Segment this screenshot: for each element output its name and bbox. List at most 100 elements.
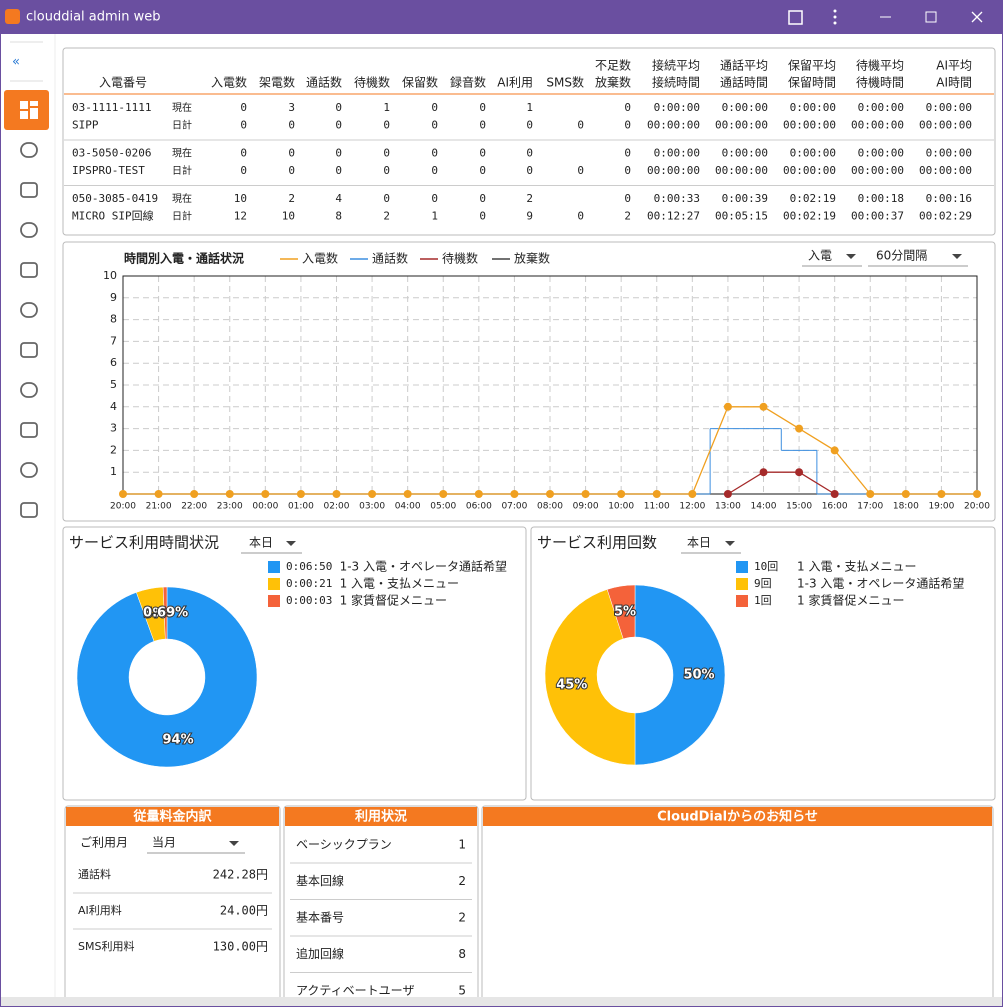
table-cell: 0:00:16 <box>926 192 972 205</box>
point-marker <box>546 490 554 498</box>
menu-dot[interactable] <box>833 9 837 13</box>
collapse-button[interactable]: « <box>12 55 20 70</box>
nav-icon[interactable] <box>20 462 38 478</box>
slice-label: 5% <box>614 604 636 619</box>
chart-title: サービス利用回数 <box>537 534 657 552</box>
maximize-button[interactable] <box>925 11 937 23</box>
nav-dashboard-icon <box>20 111 28 119</box>
nav-icon[interactable] <box>20 262 38 278</box>
nav-icon[interactable] <box>20 422 38 438</box>
nav-icon[interactable] <box>20 342 38 358</box>
point-marker <box>688 490 697 498</box>
table-cell: 0:00:33 <box>654 192 700 205</box>
table-cell: 0 <box>577 210 584 223</box>
table-cell: 00:00:00 <box>647 164 700 177</box>
table-cell: 0 <box>240 101 247 114</box>
table-cell: 0 <box>431 119 438 132</box>
legend-value: 0:00:21 <box>286 577 332 590</box>
legend-value: 10回 <box>754 560 778 573</box>
column-header: 不足数 <box>595 58 631 73</box>
x-tick-label: 20:00 <box>110 502 136 512</box>
dropdown-arrow <box>725 541 735 546</box>
month-dropdown[interactable]: 当月 <box>152 836 176 850</box>
point-marker <box>368 490 377 498</box>
nav-icon[interactable] <box>20 142 38 158</box>
column-header: AI利用 <box>497 76 533 90</box>
nav-icon[interactable] <box>20 182 38 198</box>
nav-dashboard-icon <box>30 101 38 106</box>
table-cell: 0:00:00 <box>926 101 972 114</box>
point-marker <box>617 490 626 498</box>
period-dropdown[interactable]: 本日 <box>249 536 273 550</box>
table-cell: 10 <box>282 210 295 223</box>
point-marker <box>581 490 590 498</box>
table-cell: 0 <box>335 147 342 160</box>
window-title: clouddial admin web <box>26 10 161 25</box>
pie-slice <box>634 584 726 766</box>
legend-value: 0:06:50 <box>286 560 332 573</box>
nav-icon[interactable] <box>20 502 38 518</box>
table-cell: 0 <box>577 164 584 177</box>
column-header: 架電数 <box>259 75 295 90</box>
panel <box>62 241 996 522</box>
table-cell: 0 <box>335 101 342 114</box>
point-marker <box>901 490 910 498</box>
table-cell: 0 <box>431 164 438 177</box>
pie-slice <box>162 586 168 640</box>
table-cell: 00:00:00 <box>783 119 836 132</box>
column-header: 待機時間 <box>856 75 904 90</box>
nav-dashboard-icon <box>20 101 28 109</box>
table-cell: 0 <box>431 192 438 205</box>
table-cell: 0:00:18 <box>858 192 904 205</box>
table-cell: 0 <box>479 101 486 114</box>
column-header: 保留数 <box>402 75 438 90</box>
nav-icon[interactable] <box>20 222 38 238</box>
table-cell: 00:05:15 <box>715 210 768 223</box>
menu-dot[interactable] <box>833 15 837 19</box>
usage-value: 2 <box>458 874 466 888</box>
column-header: 待機数 <box>354 75 390 90</box>
nav-icon[interactable] <box>20 302 38 318</box>
row-label: 日計 <box>172 164 192 177</box>
point-marker <box>795 424 804 433</box>
interval-dropdown[interactable]: 60分間隔 <box>876 249 927 263</box>
column-header: 保留時間 <box>788 76 836 90</box>
nav-icon[interactable] <box>20 382 38 398</box>
column-header: 放棄数 <box>595 75 631 90</box>
metric-dropdown[interactable]: 入電 <box>808 249 832 263</box>
period-dropdown[interactable]: 本日 <box>687 536 711 550</box>
column-header: 通話時間 <box>720 75 768 90</box>
dropdown-arrow <box>952 254 962 259</box>
menu-dot[interactable] <box>833 21 837 25</box>
legend-value: 0:00:03 <box>286 594 332 607</box>
fee-label: 通話料 <box>78 867 111 881</box>
fee-value: 24.00円 <box>220 904 268 918</box>
usage-value: 5 <box>458 984 466 998</box>
y-tick-label: 9 <box>110 291 117 304</box>
table-cell: 00:00:00 <box>851 164 904 177</box>
pie-slice <box>544 589 636 766</box>
table-cell: 0 <box>240 164 247 177</box>
row-label: 現在 <box>172 193 192 205</box>
table-cell: 0:00:00 <box>790 101 836 114</box>
table-cell: 0 <box>479 210 486 223</box>
x-tick-label: 07:00 <box>501 502 527 512</box>
table-cell: 0 <box>383 147 390 160</box>
table-cell: 0:00:00 <box>858 147 904 160</box>
panel-title: 利用状況 <box>355 809 407 825</box>
panel-header <box>285 807 477 826</box>
y-tick-label: 3 <box>110 422 117 435</box>
table-cell: 4 <box>335 192 342 205</box>
point-marker <box>154 490 163 498</box>
x-tick-label: 09:00 <box>573 502 599 512</box>
table-cell: 00:00:37 <box>851 210 904 223</box>
column-header: 入電数 <box>211 75 247 90</box>
table-cell: 0:02:19 <box>790 192 836 205</box>
table-cell: 2 <box>383 210 390 223</box>
nav-dashboard[interactable] <box>4 90 49 130</box>
point-marker <box>759 402 768 411</box>
close-button[interactable] <box>971 11 983 23</box>
extensions-button[interactable] <box>788 10 803 25</box>
table-cell: 0 <box>288 119 295 132</box>
